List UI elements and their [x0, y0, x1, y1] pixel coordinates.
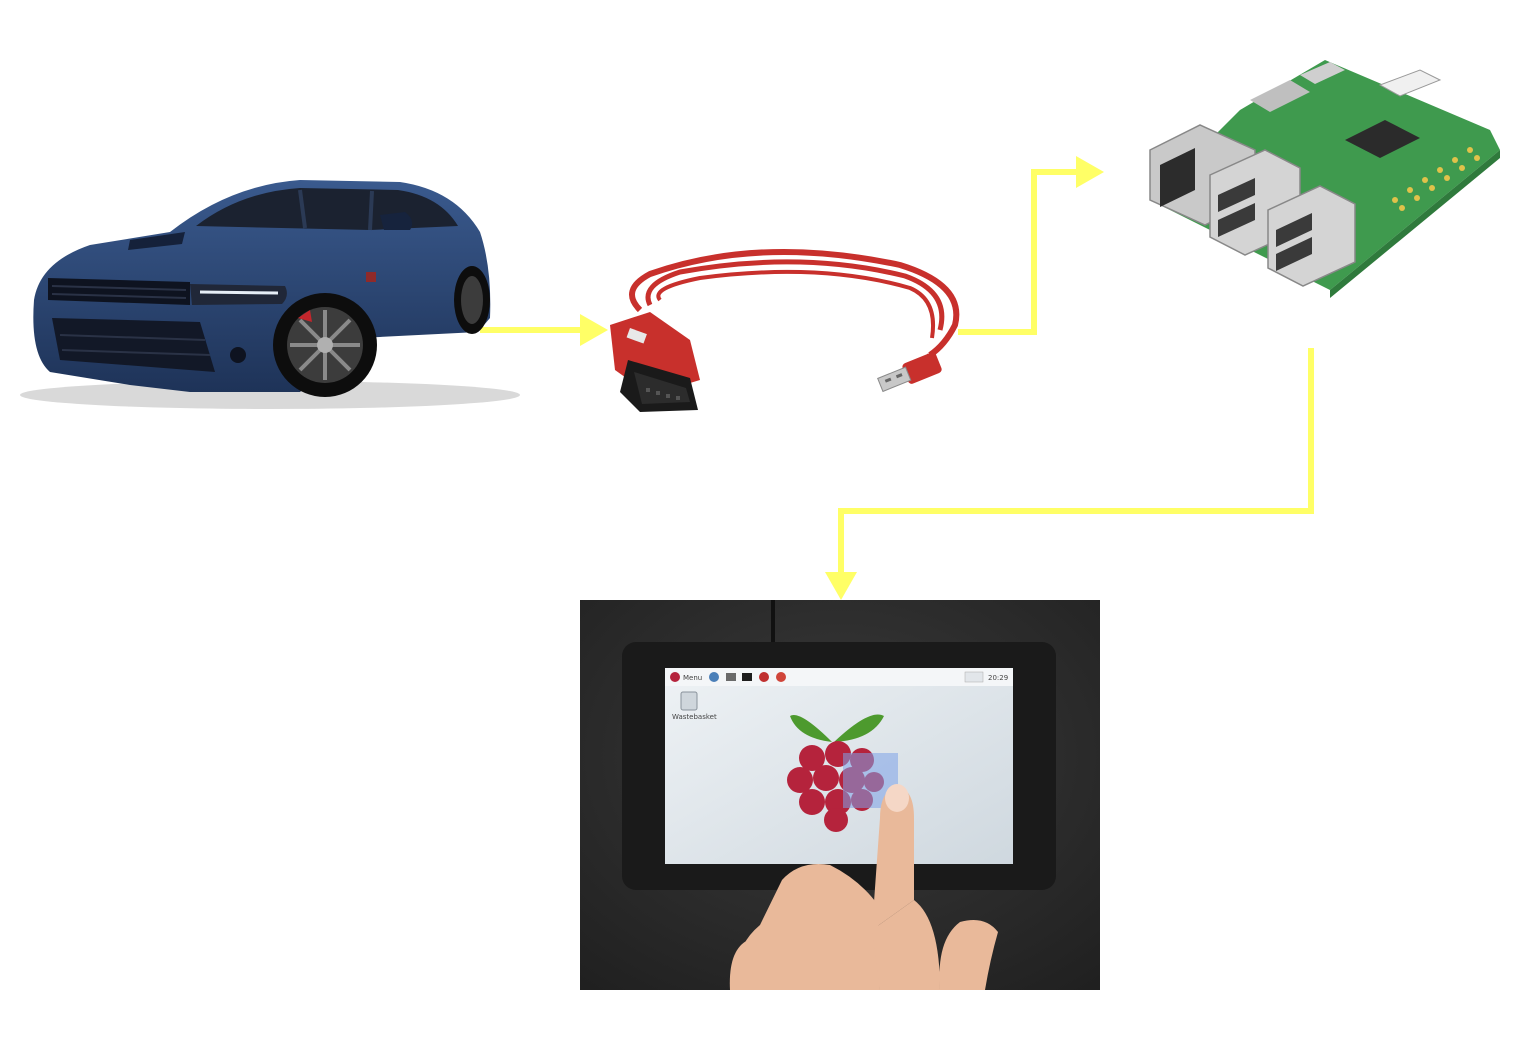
raspberry-pi-board-icon	[1149, 60, 1500, 298]
wastebasket-icon[interactable]	[680, 691, 698, 711]
wolfram-icon[interactable]	[776, 672, 786, 682]
terminal-icon[interactable]	[742, 673, 752, 681]
clock: 20:29	[988, 674, 1008, 682]
math-icon[interactable]	[759, 672, 769, 682]
network-icon[interactable]	[964, 671, 984, 683]
wastebasket-label: Wastebasket	[672, 713, 717, 721]
browser-icon[interactable]	[709, 672, 719, 682]
taskbar	[665, 668, 1013, 686]
hand-icon	[729, 784, 998, 990]
car-icon	[20, 180, 520, 409]
arrow-cable-to-pi	[958, 156, 1104, 335]
files-icon[interactable]	[726, 673, 736, 681]
arrow-car-to-cable	[480, 314, 608, 346]
menu-label[interactable]: Menu	[683, 674, 702, 682]
arrow-pi-to-screen	[825, 348, 1314, 600]
menu-raspberry-icon	[670, 672, 680, 682]
obd-usb-cable-icon	[610, 248, 960, 412]
touchscreen-display-icon: Menu 20:29 Wastebasket	[580, 600, 1100, 990]
